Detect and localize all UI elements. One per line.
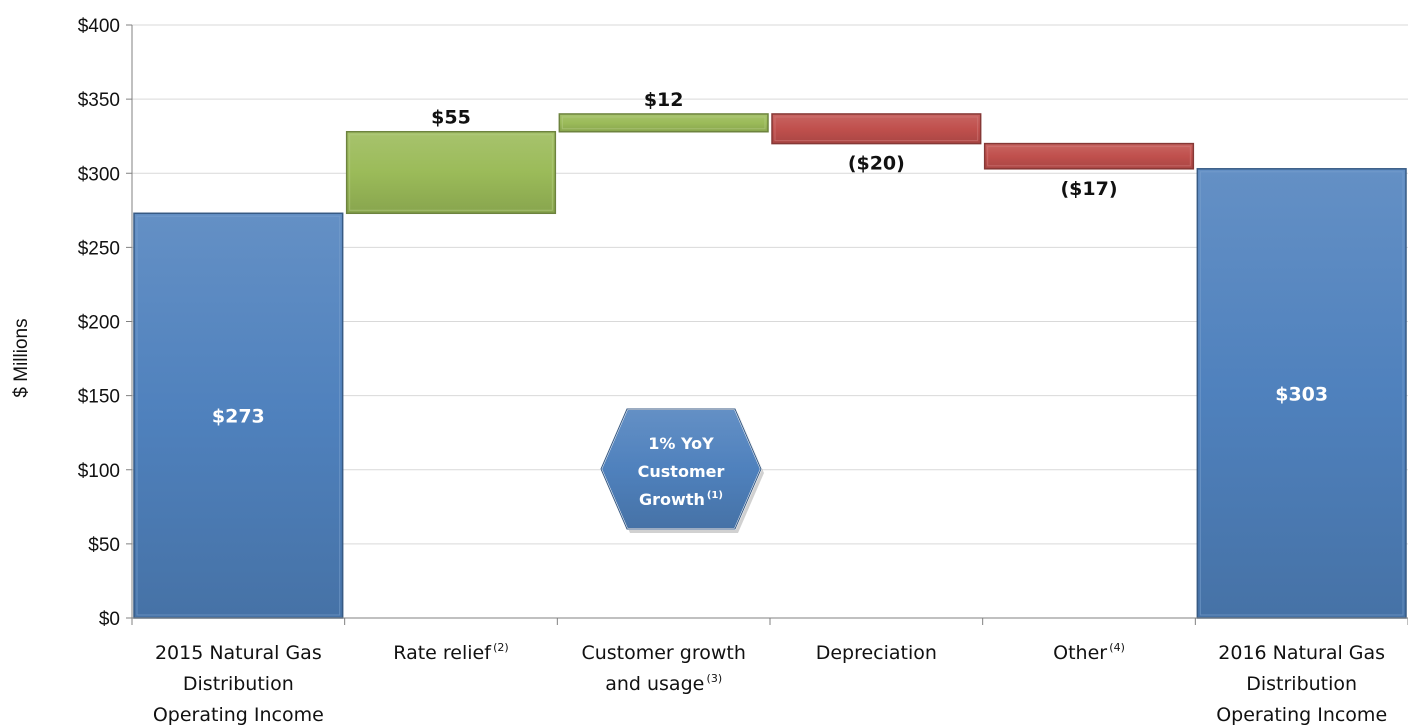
category-footnote: (2) [491, 641, 509, 654]
y-tick-label: $150 [78, 387, 120, 408]
data-label: ($17) [1060, 178, 1117, 200]
bar-total [133, 212, 344, 619]
data-label: $12 [644, 89, 684, 111]
bar-increase [345, 130, 557, 215]
bar-increase [558, 113, 769, 133]
callout-text: Customer [638, 462, 725, 481]
category-label: Rate relief (2) [393, 641, 508, 664]
bar-bevel [349, 134, 553, 211]
bar-decrease [771, 113, 982, 145]
category-label: Operating Income [1216, 704, 1387, 726]
y-tick-label: $100 [78, 461, 120, 482]
y-axis-label: $ Millions [11, 318, 32, 397]
data-label: $273 [212, 406, 265, 428]
category-label: Distribution [183, 673, 294, 695]
data-labels: $273 $55 $12 ($20) ($17) $303 [212, 89, 1328, 428]
bar-bevel [136, 215, 341, 616]
y-tick-label: $50 [88, 535, 120, 556]
y-tick-label: $250 [78, 238, 120, 259]
category-label: 2015 Natural Gas [155, 642, 322, 664]
bar-bevel [774, 116, 979, 142]
y-tick-label: $200 [78, 313, 120, 334]
bars [133, 113, 1407, 619]
y-tick-label: $400 [78, 16, 120, 37]
category-label: Distribution [1246, 673, 1357, 695]
bar-bevel [987, 146, 1191, 167]
data-label: ($20) [848, 153, 905, 175]
bar-bevel [1199, 171, 1404, 616]
category-footnote: (4) [1107, 641, 1125, 654]
category-label: Other (4) [1053, 641, 1125, 664]
category-label: Customer growth [581, 642, 745, 664]
callout-outline [600, 408, 762, 530]
bar-decrease [983, 142, 1195, 170]
callout-text: Growth (1) [639, 490, 723, 509]
category-footnote: (3) [704, 672, 722, 685]
callout: 1% YoY Customer Growth (1) [599, 408, 764, 533]
gridlines [132, 24, 1408, 545]
y-tick-label: $350 [78, 90, 120, 111]
category-label: Operating Income [153, 704, 324, 726]
category-label: and usage (3) [605, 672, 722, 695]
callout-footnote: (1) [705, 490, 723, 501]
data-label: $55 [431, 107, 471, 129]
y-tick-label: $0 [99, 609, 120, 630]
data-label: $303 [1275, 383, 1328, 405]
axes: $0 $50 $100 $150 $200 $250 $300 $350 $400 2015 Na… [78, 16, 1408, 726]
callout-text: 1% YoY [648, 434, 714, 453]
category-label: Depreciation [816, 642, 937, 664]
category-label: 2016 Natural Gas [1218, 642, 1385, 664]
y-tick-label: $300 [78, 164, 120, 185]
bar-bevel [561, 116, 766, 130]
